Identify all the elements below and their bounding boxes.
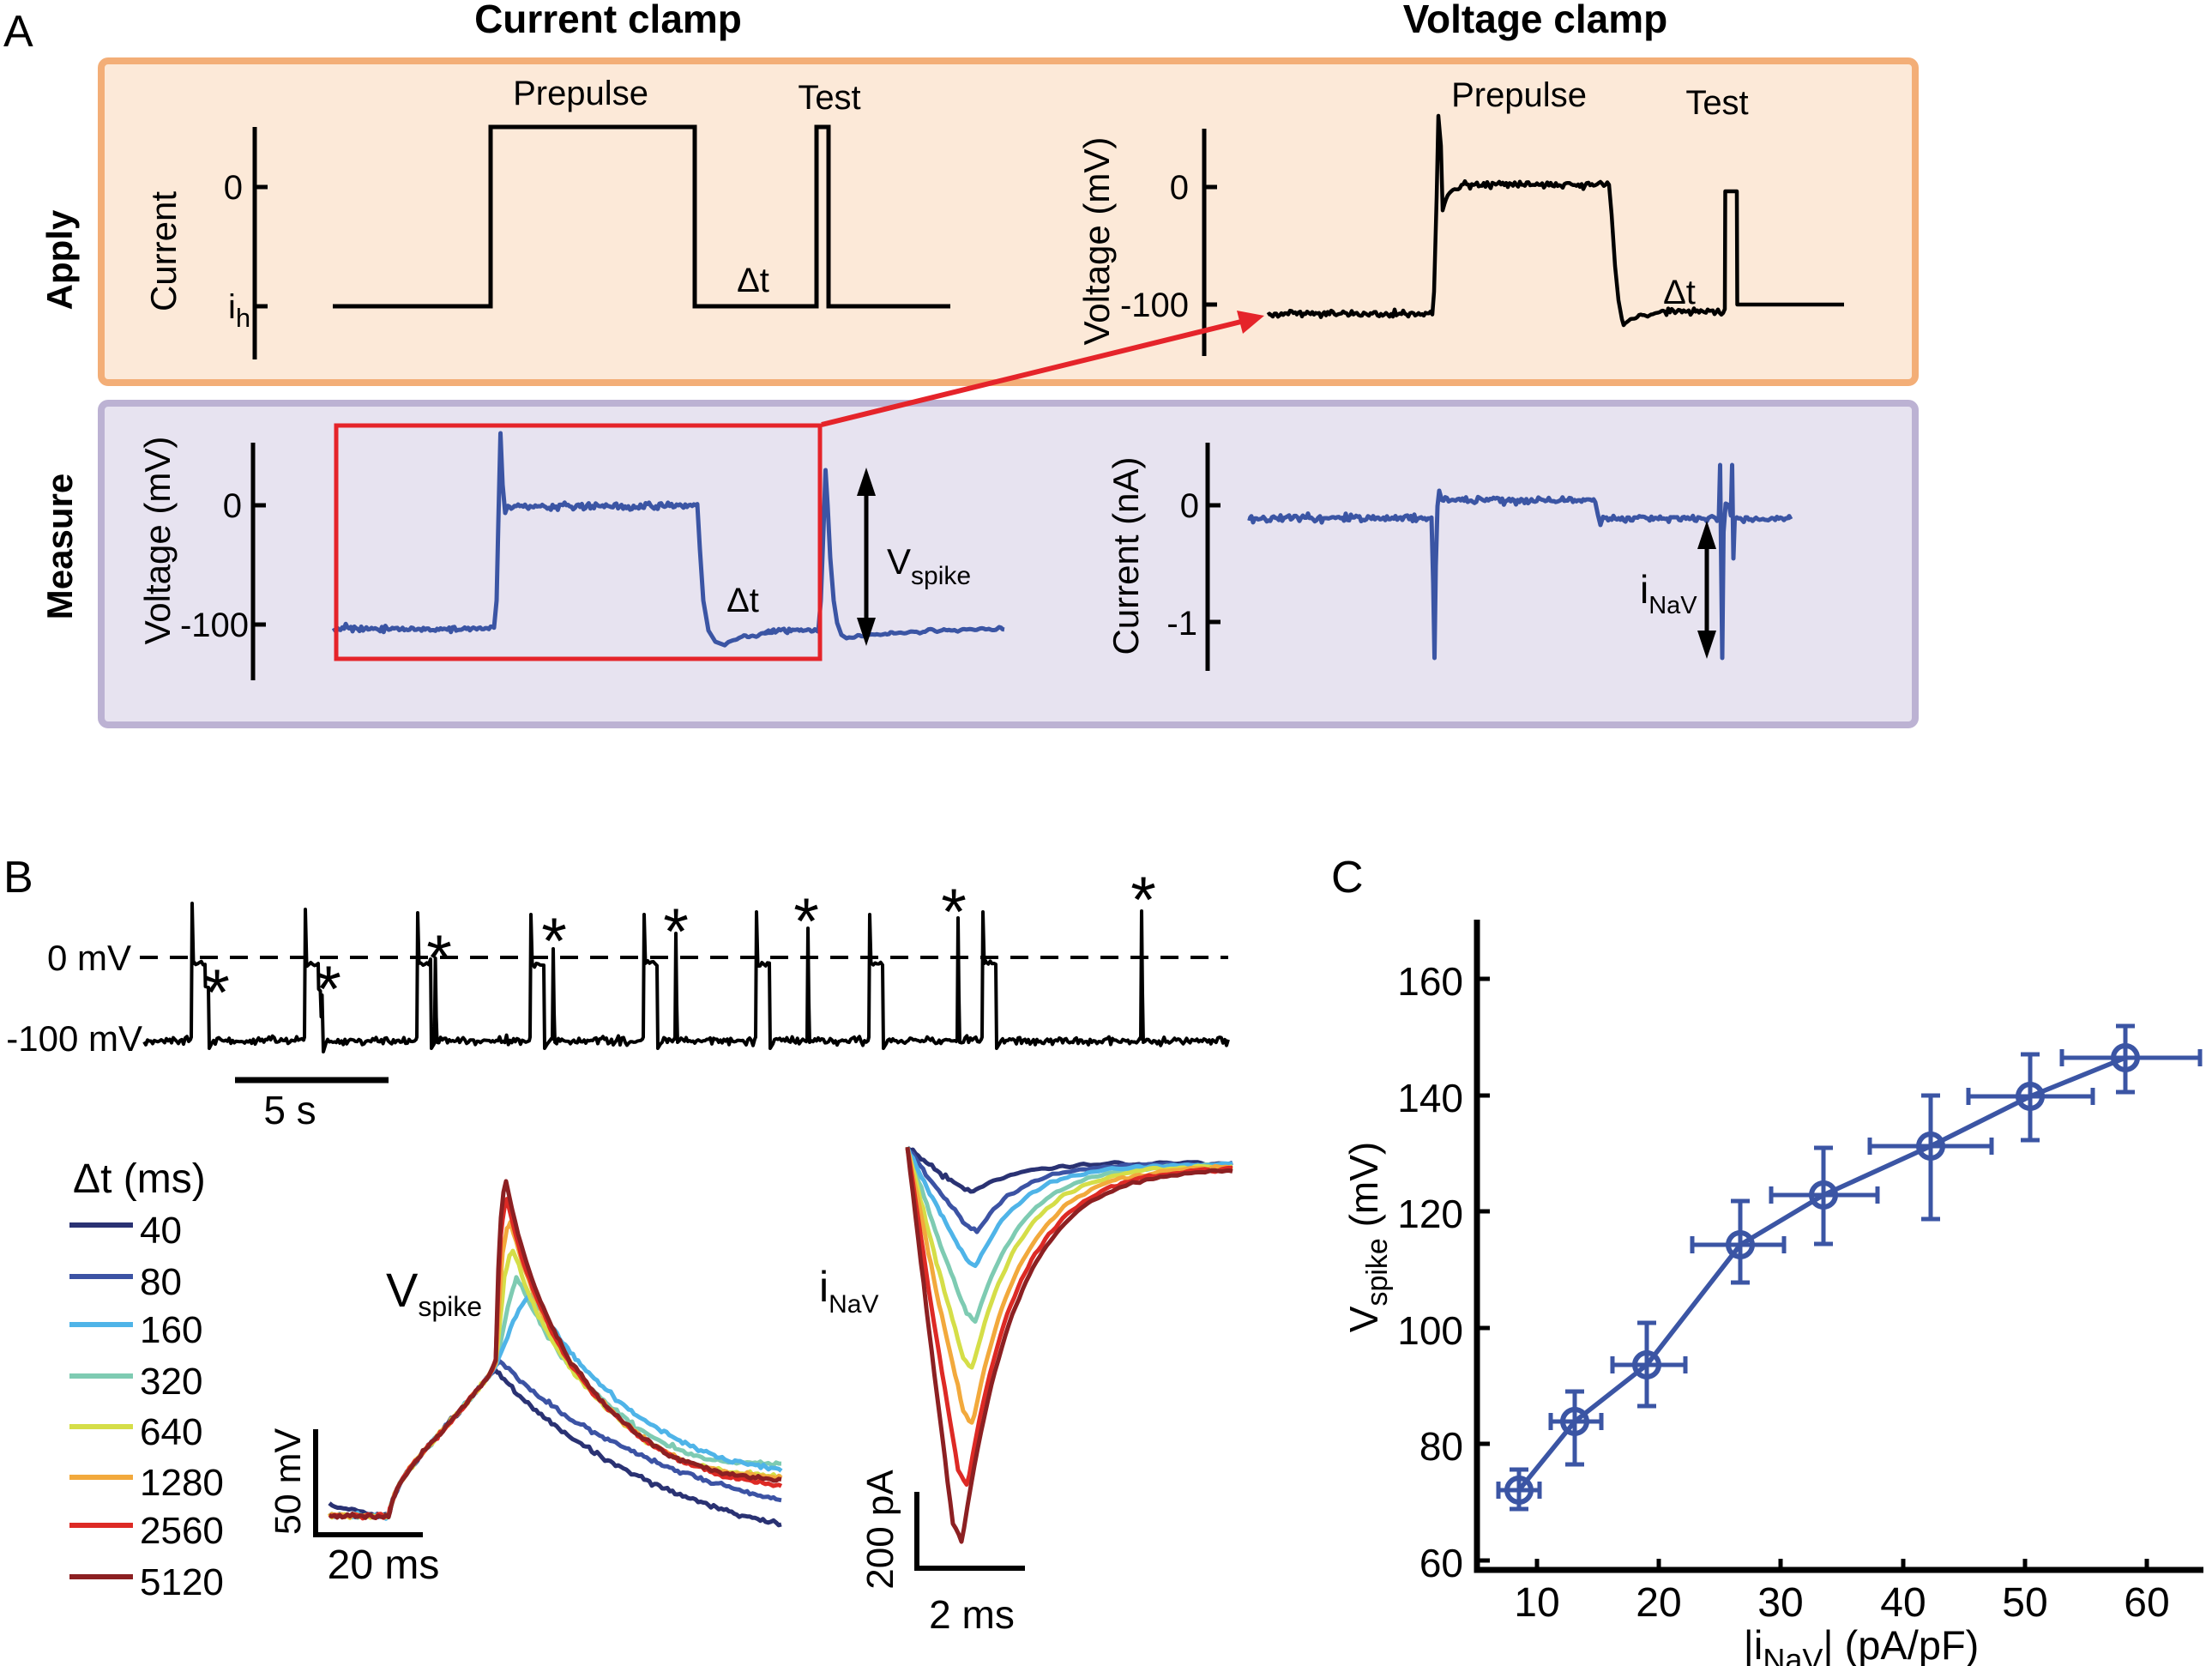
svg-text:2 ms: 2 ms: [929, 1592, 1015, 1637]
svg-text:-100 mV: -100 mV: [6, 1018, 142, 1059]
svg-text:-100: -100: [180, 607, 249, 644]
svg-text:Voltage clamp: Voltage clamp: [1403, 0, 1667, 41]
svg-text:Vspike (mV): Vspike (mV): [1341, 1142, 1394, 1332]
svg-text:Voltage (mV): Voltage (mV): [137, 437, 178, 645]
svg-text:1280: 1280: [140, 1462, 224, 1504]
svg-text:40: 40: [1880, 1580, 1926, 1626]
svg-text:iNaV: iNaV: [819, 1263, 878, 1319]
svg-text:20: 20: [1636, 1580, 1681, 1626]
svg-text:Test: Test: [798, 79, 860, 117]
svg-text:40: 40: [140, 1210, 182, 1252]
svg-text:60: 60: [2124, 1580, 2169, 1626]
svg-text:Current (nA): Current (nA): [1106, 456, 1146, 655]
svg-text:|iNaV| (pA/pF): |iNaV| (pA/pF): [1744, 1622, 1980, 1666]
svg-text:Δt: Δt: [726, 582, 759, 619]
svg-text:Vspike: Vspike: [386, 1263, 482, 1322]
svg-text:-100: -100: [1120, 287, 1189, 324]
svg-text:Apply: Apply: [39, 209, 80, 310]
svg-text:*: *: [1130, 864, 1156, 937]
svg-text:160: 160: [1397, 959, 1463, 1004]
svg-text:Current: Current: [143, 191, 184, 311]
svg-text:80: 80: [140, 1261, 182, 1303]
svg-text:50: 50: [2002, 1580, 2047, 1626]
svg-text:160: 160: [140, 1309, 202, 1351]
svg-text:140: 140: [1397, 1076, 1463, 1120]
svg-text:20 ms: 20 ms: [328, 1542, 440, 1588]
svg-text:Current clamp: Current clamp: [474, 0, 742, 41]
svg-text:*: *: [316, 953, 341, 1026]
svg-text:100: 100: [1397, 1308, 1463, 1353]
svg-text:640: 640: [140, 1411, 202, 1453]
svg-text:C: C: [1331, 853, 1364, 902]
svg-text:0: 0: [224, 169, 243, 207]
svg-text:*: *: [204, 957, 230, 1029]
svg-text:50 mV: 50 mV: [268, 1428, 309, 1536]
svg-text:*: *: [793, 885, 819, 958]
svg-text:Δt: Δt: [1663, 274, 1696, 311]
svg-text:Δt (ms): Δt (ms): [73, 1156, 206, 1202]
svg-text:5120: 5120: [140, 1561, 224, 1603]
svg-text:Prepulse: Prepulse: [513, 75, 648, 112]
svg-text:Prepulse: Prepulse: [1451, 76, 1587, 114]
svg-text:A: A: [3, 7, 33, 57]
svg-text:Measure: Measure: [39, 474, 80, 619]
svg-text:2560: 2560: [140, 1510, 224, 1552]
svg-text:10: 10: [1514, 1580, 1559, 1626]
svg-text:0: 0: [1170, 169, 1189, 207]
svg-text:B: B: [3, 853, 33, 902]
svg-text:-1: -1: [1166, 605, 1197, 643]
svg-text:Test: Test: [1685, 84, 1748, 122]
svg-text:200 pA: 200 pA: [859, 1470, 901, 1590]
svg-text:120: 120: [1397, 1192, 1463, 1236]
svg-text:Voltage (mV): Voltage (mV): [1076, 137, 1117, 346]
svg-text:60: 60: [1419, 1541, 1463, 1585]
svg-text:*: *: [941, 876, 967, 949]
svg-text:80: 80: [1419, 1424, 1463, 1469]
svg-text:5 s: 5 s: [263, 1088, 316, 1132]
svg-text:0: 0: [223, 487, 242, 525]
svg-text:30: 30: [1757, 1580, 1803, 1626]
svg-text:*: *: [426, 922, 452, 995]
svg-text:Δt: Δt: [737, 262, 769, 299]
svg-text:320: 320: [140, 1361, 202, 1403]
svg-text:0 mV: 0 mV: [47, 938, 131, 978]
svg-text:0: 0: [1180, 487, 1199, 525]
svg-text:*: *: [663, 896, 689, 969]
svg-text:*: *: [541, 905, 567, 978]
